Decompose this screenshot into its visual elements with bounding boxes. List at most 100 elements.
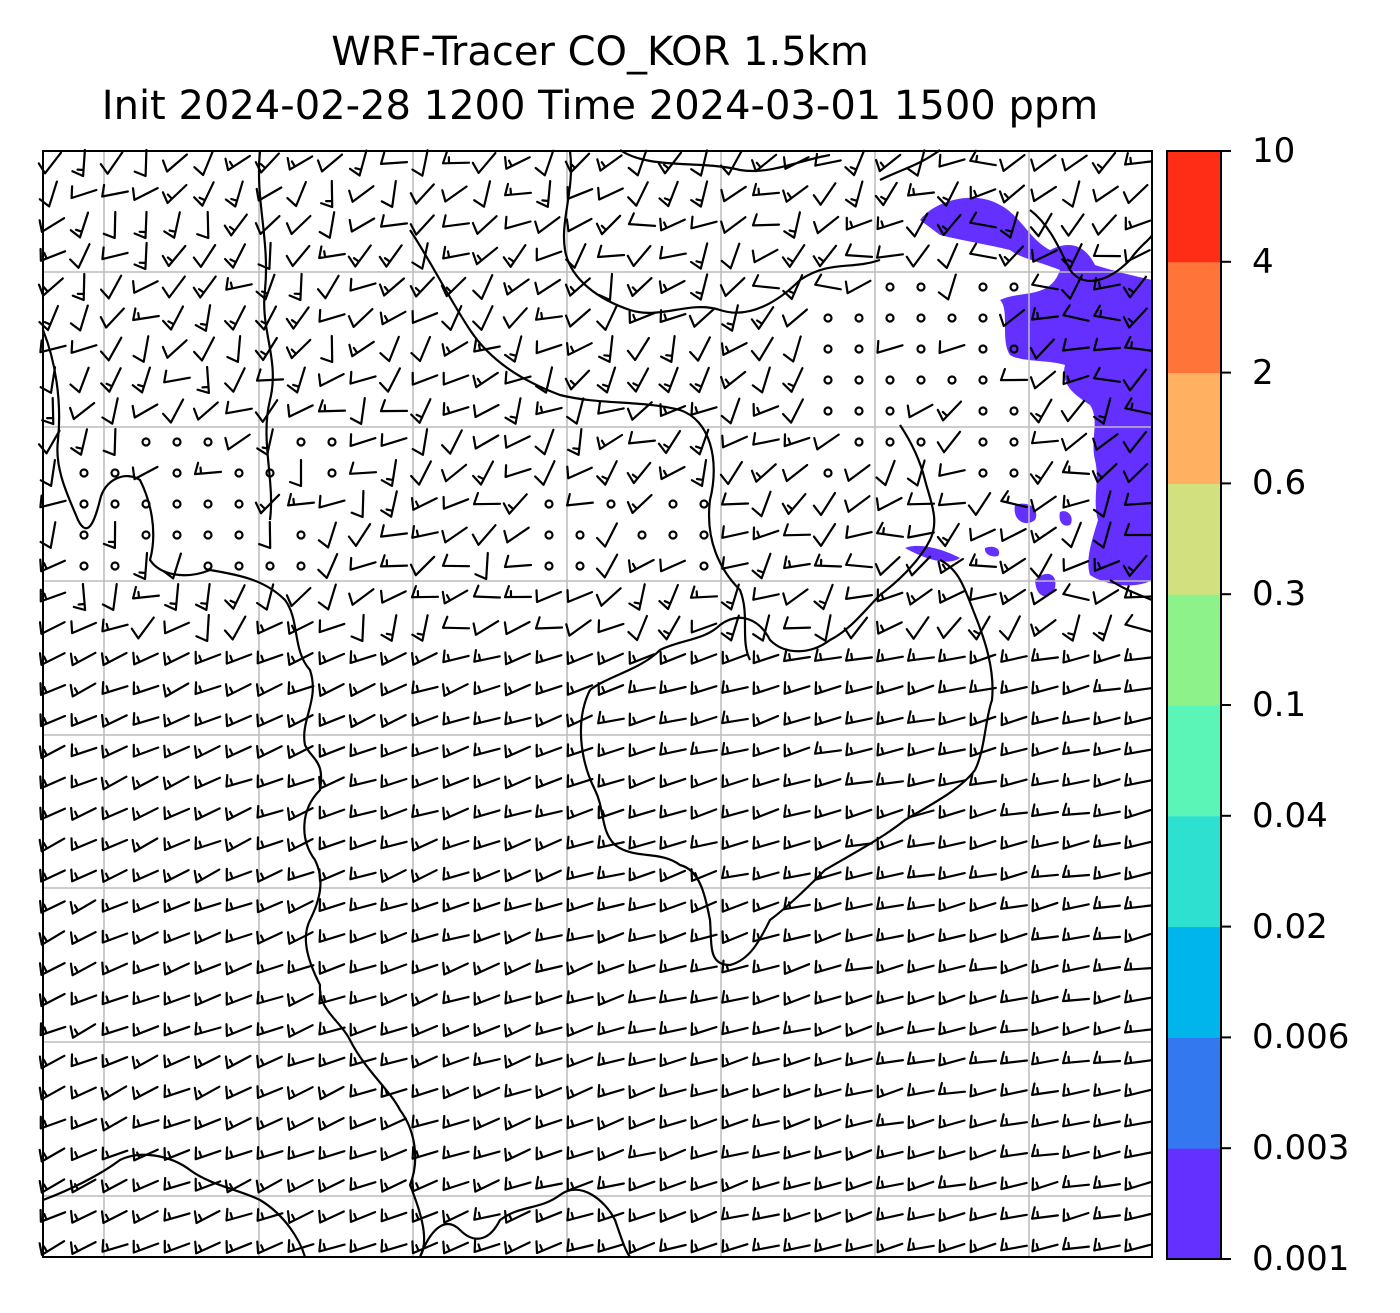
wind-barb (813, 433, 840, 451)
wind-barb (597, 929, 625, 944)
wind-barb (721, 650, 749, 665)
wind-barb (1030, 588, 1057, 606)
wind-barb (379, 335, 400, 363)
calm-wind-marker (885, 313, 895, 323)
wind-barb (411, 428, 429, 456)
wind-barb (254, 215, 281, 235)
wind-barb (1000, 802, 1028, 817)
wind-barb (349, 370, 377, 385)
wind-barb (876, 245, 904, 259)
wind-barb (845, 866, 873, 881)
colorbar-swatch (1167, 926, 1221, 1038)
wind-barb (1093, 1145, 1121, 1160)
wind-barb (256, 990, 284, 1005)
wind-barb (38, 1240, 66, 1256)
wind-barb (132, 335, 150, 363)
wind-barb (193, 1085, 221, 1101)
wind-barb (999, 154, 1026, 172)
wind-barb (659, 1177, 687, 1192)
wind-barb (99, 274, 123, 300)
wind-barb (224, 367, 246, 393)
wind-barb (721, 804, 749, 819)
wind-barb (721, 1144, 749, 1159)
wind-barb (938, 959, 966, 974)
wind-barb (102, 210, 117, 240)
wind-barb (595, 214, 622, 236)
wind-barb (318, 1209, 345, 1224)
wind-barb (1029, 212, 1053, 238)
calm-wind-marker (141, 499, 151, 509)
wind-barb (1030, 526, 1057, 544)
wind-barb (750, 463, 777, 483)
wind-barb (690, 928, 718, 943)
wind-barb (907, 1145, 935, 1160)
wind-barb (907, 1177, 935, 1192)
wind-barb (721, 1021, 749, 1036)
wind-barb (504, 651, 531, 666)
wind-barb (38, 1085, 66, 1101)
wind-barb (1124, 711, 1152, 726)
wind-barb (845, 711, 873, 725)
wind-barb (163, 744, 190, 759)
wind-barb (628, 897, 656, 912)
wind-barb (1031, 1051, 1059, 1066)
calm-wind-marker (234, 561, 244, 571)
wind-barb (254, 493, 281, 515)
wind-barb (1062, 927, 1090, 942)
calm-wind-marker (978, 282, 988, 292)
wind-barb (1062, 1145, 1090, 1159)
wind-barb (690, 741, 718, 756)
wind-barb (318, 929, 346, 943)
wind-barb (566, 1177, 594, 1192)
wind-barb (502, 307, 528, 329)
co-plume-patch (905, 545, 960, 562)
wind-barb (255, 305, 278, 331)
wind-barb (938, 1052, 966, 1067)
wind-barb (626, 244, 652, 268)
wind-barb (906, 588, 933, 606)
wind-barb (783, 1053, 811, 1068)
wind-barb (969, 1114, 997, 1129)
wind-barb (1092, 521, 1112, 549)
wind-barb (348, 340, 375, 358)
wind-barb (225, 773, 253, 788)
coastline (879, 149, 941, 181)
wind-barb (162, 775, 190, 791)
wind-barb (752, 928, 780, 943)
wind-barb (938, 1145, 966, 1160)
wind-barb (473, 180, 492, 208)
wind-barb (596, 522, 618, 548)
wind-barb (504, 156, 531, 170)
wind-barb (814, 648, 842, 662)
wind-barb (1029, 553, 1053, 579)
wind-barb (318, 651, 346, 666)
wind-barb (225, 744, 252, 759)
calm-wind-marker (668, 499, 678, 509)
wind-barb (1092, 1050, 1122, 1065)
wind-barb (472, 246, 499, 266)
wind-barb (70, 837, 98, 852)
wind-barb (163, 369, 191, 384)
wind-barb (409, 214, 435, 236)
colorbar-swatch (1167, 261, 1221, 374)
wind-barb (1062, 494, 1090, 509)
calm-wind-marker (1009, 468, 1019, 478)
wind-barb (937, 243, 959, 269)
wind-barb (534, 278, 561, 296)
wind-barb (783, 1238, 811, 1252)
wind-barb (659, 710, 687, 725)
wind-barb (380, 459, 398, 487)
wind-barb (69, 401, 96, 421)
wind-barb (349, 866, 377, 881)
wind-barb (566, 493, 594, 507)
wind-barb (938, 1208, 966, 1222)
wind-barb (905, 244, 930, 268)
co-plume-patch (920, 197, 1152, 586)
wind-barb (1000, 490, 1028, 509)
wind-barb (287, 867, 315, 881)
wind-barb (969, 805, 997, 820)
wind-barb (349, 556, 377, 571)
wind-barb (566, 961, 593, 976)
wind-barb (658, 583, 679, 611)
wind-barb (782, 185, 809, 203)
